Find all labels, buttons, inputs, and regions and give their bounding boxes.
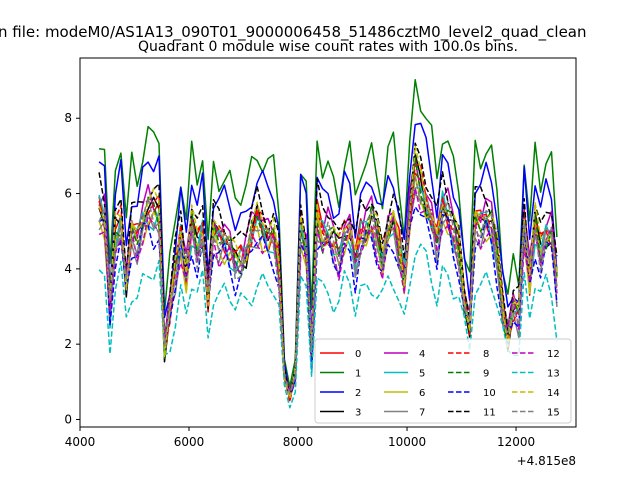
- series-line-13: [98, 243, 558, 409]
- figure-suptitle: n file: modeM0/AS1A13_090T01_9000006458_…: [0, 23, 587, 42]
- legend-label-12: 12: [547, 349, 560, 360]
- series-layer: [98, 78, 558, 409]
- x-tick-label: 12000: [497, 435, 535, 449]
- x-tick-label: 6000: [174, 435, 205, 449]
- legend-label-4: 4: [419, 349, 425, 360]
- legend-label-2: 2: [355, 388, 361, 399]
- x-tick-label: 8000: [283, 435, 314, 449]
- legend-label-11: 11: [483, 408, 496, 419]
- x-offset-label: +4.815e8: [517, 454, 576, 468]
- series-line-11: [98, 142, 558, 397]
- y-tick-label: 8: [64, 111, 72, 125]
- legend-label-8: 8: [483, 349, 489, 360]
- legend-label-3: 3: [355, 408, 361, 419]
- legend-label-1: 1: [355, 369, 361, 380]
- legend-label-7: 7: [419, 408, 425, 419]
- y-tick-label: 0: [64, 412, 72, 426]
- y-tick-label: 2: [64, 337, 72, 351]
- series-line-2: [98, 122, 558, 397]
- y-tick-label: 4: [64, 262, 72, 276]
- y-tick-label: 6: [64, 187, 72, 201]
- legend-box: [314, 338, 572, 424]
- legend-label-13: 13: [547, 369, 560, 380]
- legend-label-14: 14: [547, 388, 560, 399]
- series-line-1: [98, 78, 558, 388]
- chart-title: Quadrant 0 module wise count rates with …: [138, 39, 518, 55]
- x-tick-label: 10000: [388, 435, 426, 449]
- legend-label-9: 9: [483, 369, 489, 380]
- axis-ticks: 4000 6000 8000 10000 12000 0 2 4 6 8: [64, 111, 535, 449]
- legend-label-6: 6: [419, 388, 425, 399]
- legend-label-5: 5: [419, 369, 425, 380]
- series-line-14: [98, 145, 558, 400]
- plot-frame: [79, 57, 577, 428]
- series-line-9: [98, 156, 558, 396]
- legend-label-10: 10: [483, 388, 496, 399]
- x-tick-label: 4000: [65, 435, 96, 449]
- legend-label-0: 0: [355, 349, 361, 360]
- legend-label-15: 15: [547, 408, 560, 419]
- series-line-15: [98, 176, 558, 395]
